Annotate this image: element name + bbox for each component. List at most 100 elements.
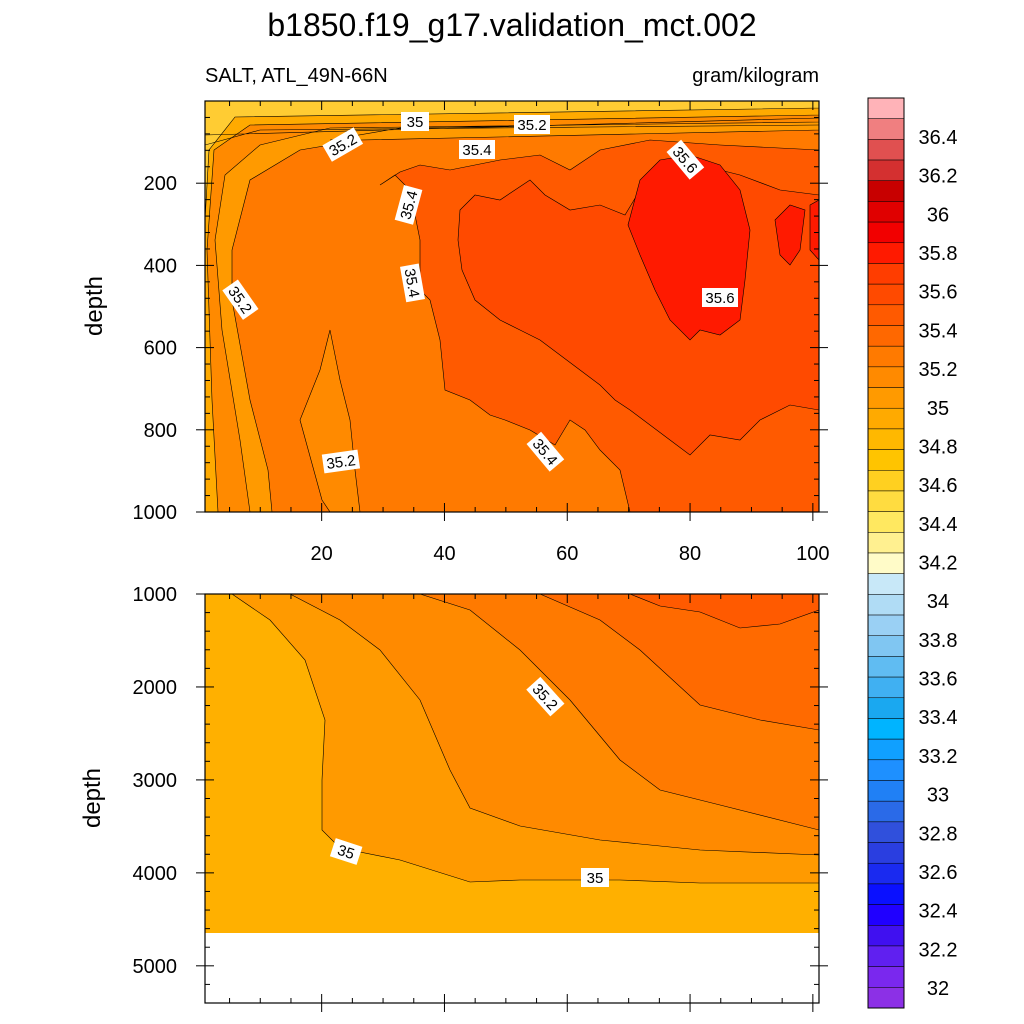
- x-tick-label: 80: [679, 543, 701, 565]
- colorbar-label: 35.6: [919, 282, 958, 304]
- colorbar-swatch: [867, 883, 905, 905]
- colorbar-swatch: [867, 221, 905, 244]
- missing-data-region: [205, 933, 819, 1003]
- colorbar-label: 32.6: [919, 862, 958, 884]
- lower-axis-ticks: 1000 2000 3000 4000 5000: [133, 584, 828, 1012]
- upper-frame: [204, 100, 820, 513]
- colorbar-label: 33.2: [919, 746, 958, 768]
- variable-region-label: SALT, ATL_49N-66N: [205, 65, 388, 87]
- x-tick-label: 40: [433, 543, 455, 565]
- colorbar-swatch: [867, 780, 905, 802]
- colorbar-swatch: [867, 800, 905, 823]
- colorbar-swatch: [867, 325, 905, 347]
- colorbar-swatch: [867, 345, 905, 368]
- colorbar-swatch: [867, 470, 905, 492]
- lower-contour-fill: [205, 594, 819, 1003]
- colorbar-label: 34.8: [919, 436, 958, 458]
- y-tick-label: 1000: [133, 584, 178, 606]
- colorbar-swatch: [867, 449, 905, 471]
- colorbar-label: 34: [927, 591, 949, 613]
- colorbar-label: 33: [927, 785, 949, 807]
- fill-34-9: [205, 101, 819, 512]
- colorbar-swatch: [867, 614, 905, 636]
- colorbar-swatch: [867, 97, 905, 119]
- contour-label: 35: [407, 114, 424, 131]
- colorbar-label: 34.6: [919, 475, 958, 497]
- colorbar-swatch: [867, 966, 905, 988]
- colorbar-swatch: [867, 697, 905, 719]
- colorbar-label: 35.2: [919, 359, 958, 381]
- colorbar-label: 33.8: [919, 630, 958, 652]
- colorbar-swatch: [867, 532, 905, 554]
- colorbar-swatch: [867, 387, 905, 409]
- y-tick-label: 1000: [133, 502, 178, 524]
- colorbar-swatch: [867, 987, 905, 1009]
- fill-35-6-right: [774, 204, 806, 266]
- y-tick-label: 2000: [133, 677, 178, 699]
- colorbar-swatch: [867, 656, 905, 678]
- colorbar-swatch: [867, 242, 905, 264]
- y-tick-label: 200: [144, 173, 177, 195]
- colorbar-label: 34.4: [919, 514, 958, 536]
- colorbar-swatch: [867, 738, 905, 761]
- colorbar-swatch: [867, 159, 905, 181]
- colorbar-label: 32.8: [919, 823, 958, 845]
- y-tick-label: 600: [144, 338, 177, 360]
- colorbar-swatch: [867, 573, 905, 595]
- fill-35-5: [629, 594, 819, 629]
- upper-axis-ticks: 20 40 60 80 100 200 400 600 800 1000: [133, 100, 830, 565]
- colorbar-swatch: [867, 945, 905, 967]
- colorbar-swatch: [867, 118, 905, 140]
- lower-y-axis-label: depth: [79, 768, 106, 828]
- colorbar-swatch: [867, 490, 905, 512]
- colorbar-label: 33.6: [919, 669, 958, 691]
- colorbar-label: 32.2: [919, 939, 958, 961]
- y-tick-label: 4000: [133, 863, 178, 885]
- colorbar-label: 36.2: [919, 166, 958, 188]
- contour-label: 35.2: [325, 452, 356, 473]
- colorbar-label: 35.8: [919, 243, 958, 265]
- upper-panel: 35 35.2 35.2 35.4 35.4 35.4 35.6 35.6 35…: [81, 100, 830, 565]
- contour-label: 35.4: [462, 142, 491, 159]
- colorbar-label: 36.4: [919, 127, 958, 149]
- contour-label: 35: [587, 870, 604, 887]
- colorbar-label: 32.4: [919, 901, 958, 923]
- x-tick-label: 20: [311, 543, 333, 565]
- upper-y-axis-label: depth: [81, 276, 108, 336]
- colorbar-label: 32: [927, 978, 949, 1000]
- colorbar-frame: [867, 97, 905, 1009]
- colorbar-swatch: [867, 821, 905, 843]
- colorbar-swatch: [867, 759, 905, 781]
- colorbar-label: 36: [927, 204, 949, 226]
- colorbar-label: 33.4: [919, 707, 958, 729]
- fill-35-4: [539, 594, 819, 731]
- colorbar-swatch: [867, 676, 905, 699]
- colorbar-swatch: [867, 718, 905, 740]
- y-tick-label: 400: [144, 255, 177, 277]
- colorbar-swatch: [867, 594, 905, 616]
- colorbar-label: 34.2: [919, 553, 958, 575]
- y-tick-label: 5000: [133, 956, 178, 978]
- contour-label: 35.4: [397, 189, 421, 222]
- x-tick-label: 60: [556, 543, 578, 565]
- contour-label: 35.6: [705, 290, 734, 307]
- colorbar-label: 35: [927, 398, 949, 420]
- colorbar-swatch: [867, 180, 905, 202]
- colorbar-swatch: [867, 925, 905, 947]
- colorbar-swatch: [867, 511, 905, 533]
- colorbar-swatch: [867, 552, 905, 574]
- colorbar-swatch: [867, 283, 905, 306]
- colorbar-swatch: [867, 862, 905, 885]
- contour-label: 35.4: [401, 267, 423, 299]
- colorbar-swatch: [867, 428, 905, 450]
- colorbar-swatch: [867, 842, 905, 864]
- colorbar-swatch: [867, 263, 905, 285]
- contour-label: 35: [335, 842, 356, 863]
- colorbar-swatch: [867, 139, 905, 161]
- colorbar-swatch: [867, 366, 905, 388]
- chart-title: b1850.f19_g17.validation_mct.002: [267, 7, 756, 43]
- fill-35-2: [205, 101, 819, 512]
- colorbar: 36.4 36.2 36 35.8 35.6 35.4 35.2 35 34.8 34.6 34.4…: [867, 97, 958, 1009]
